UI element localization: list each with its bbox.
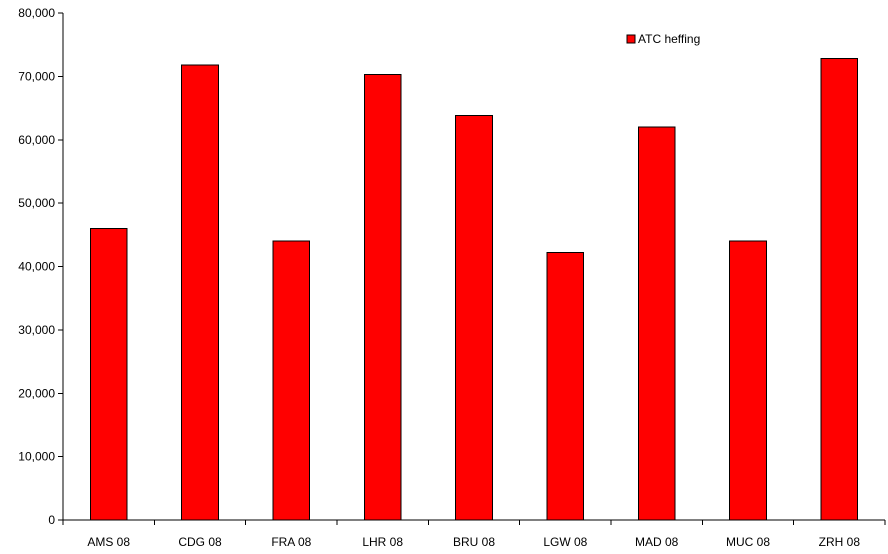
bar — [820, 58, 859, 521]
y-axis: 0 10,000 20,000 30,000 40,000 50,000 60,000 70,… — [18, 6, 64, 527]
x-tick-label: FRA 08 — [271, 535, 311, 549]
legend-swatch — [626, 34, 636, 44]
x-tick-label: LHR 08 — [362, 535, 403, 549]
bar-series — [89, 58, 859, 521]
y-tick-label: 40,000 — [18, 260, 55, 274]
y-tick-label: 30,000 — [18, 323, 55, 337]
x-tick-label: MAD 08 — [635, 535, 679, 549]
y-tick-label: 0 — [48, 513, 55, 527]
y-tick-label: 20,000 — [18, 386, 55, 400]
x-tick-label: LGW 08 — [543, 535, 587, 549]
bar — [363, 73, 402, 521]
legend: ATC heffing — [626, 32, 700, 46]
x-tick-label: BRU 08 — [453, 535, 495, 549]
bar — [637, 126, 676, 521]
x-axis: AMS 08 CDG 08 FRA 08 LHR 08 BRU 08 LGW 08 MAD … — [62, 519, 886, 549]
bar — [181, 64, 219, 521]
y-tick-label: 50,000 — [18, 196, 55, 210]
x-tick-label: ZRH 08 — [819, 535, 861, 549]
legend-label: ATC heffing — [638, 32, 700, 46]
bar — [546, 252, 585, 521]
y-tick-label: 80,000 — [18, 6, 55, 20]
x-tick-label: AMS 08 — [87, 535, 130, 549]
x-tick-label: MUC 08 — [726, 535, 770, 549]
bar — [455, 115, 493, 521]
bar — [272, 240, 311, 521]
y-tick-label: 70,000 — [18, 69, 55, 83]
y-tick-label: 60,000 — [18, 133, 55, 147]
bar — [89, 227, 128, 521]
x-tick-label: CDG 08 — [178, 535, 222, 549]
y-tick-label: 10,000 — [18, 450, 55, 464]
bar — [729, 240, 767, 521]
